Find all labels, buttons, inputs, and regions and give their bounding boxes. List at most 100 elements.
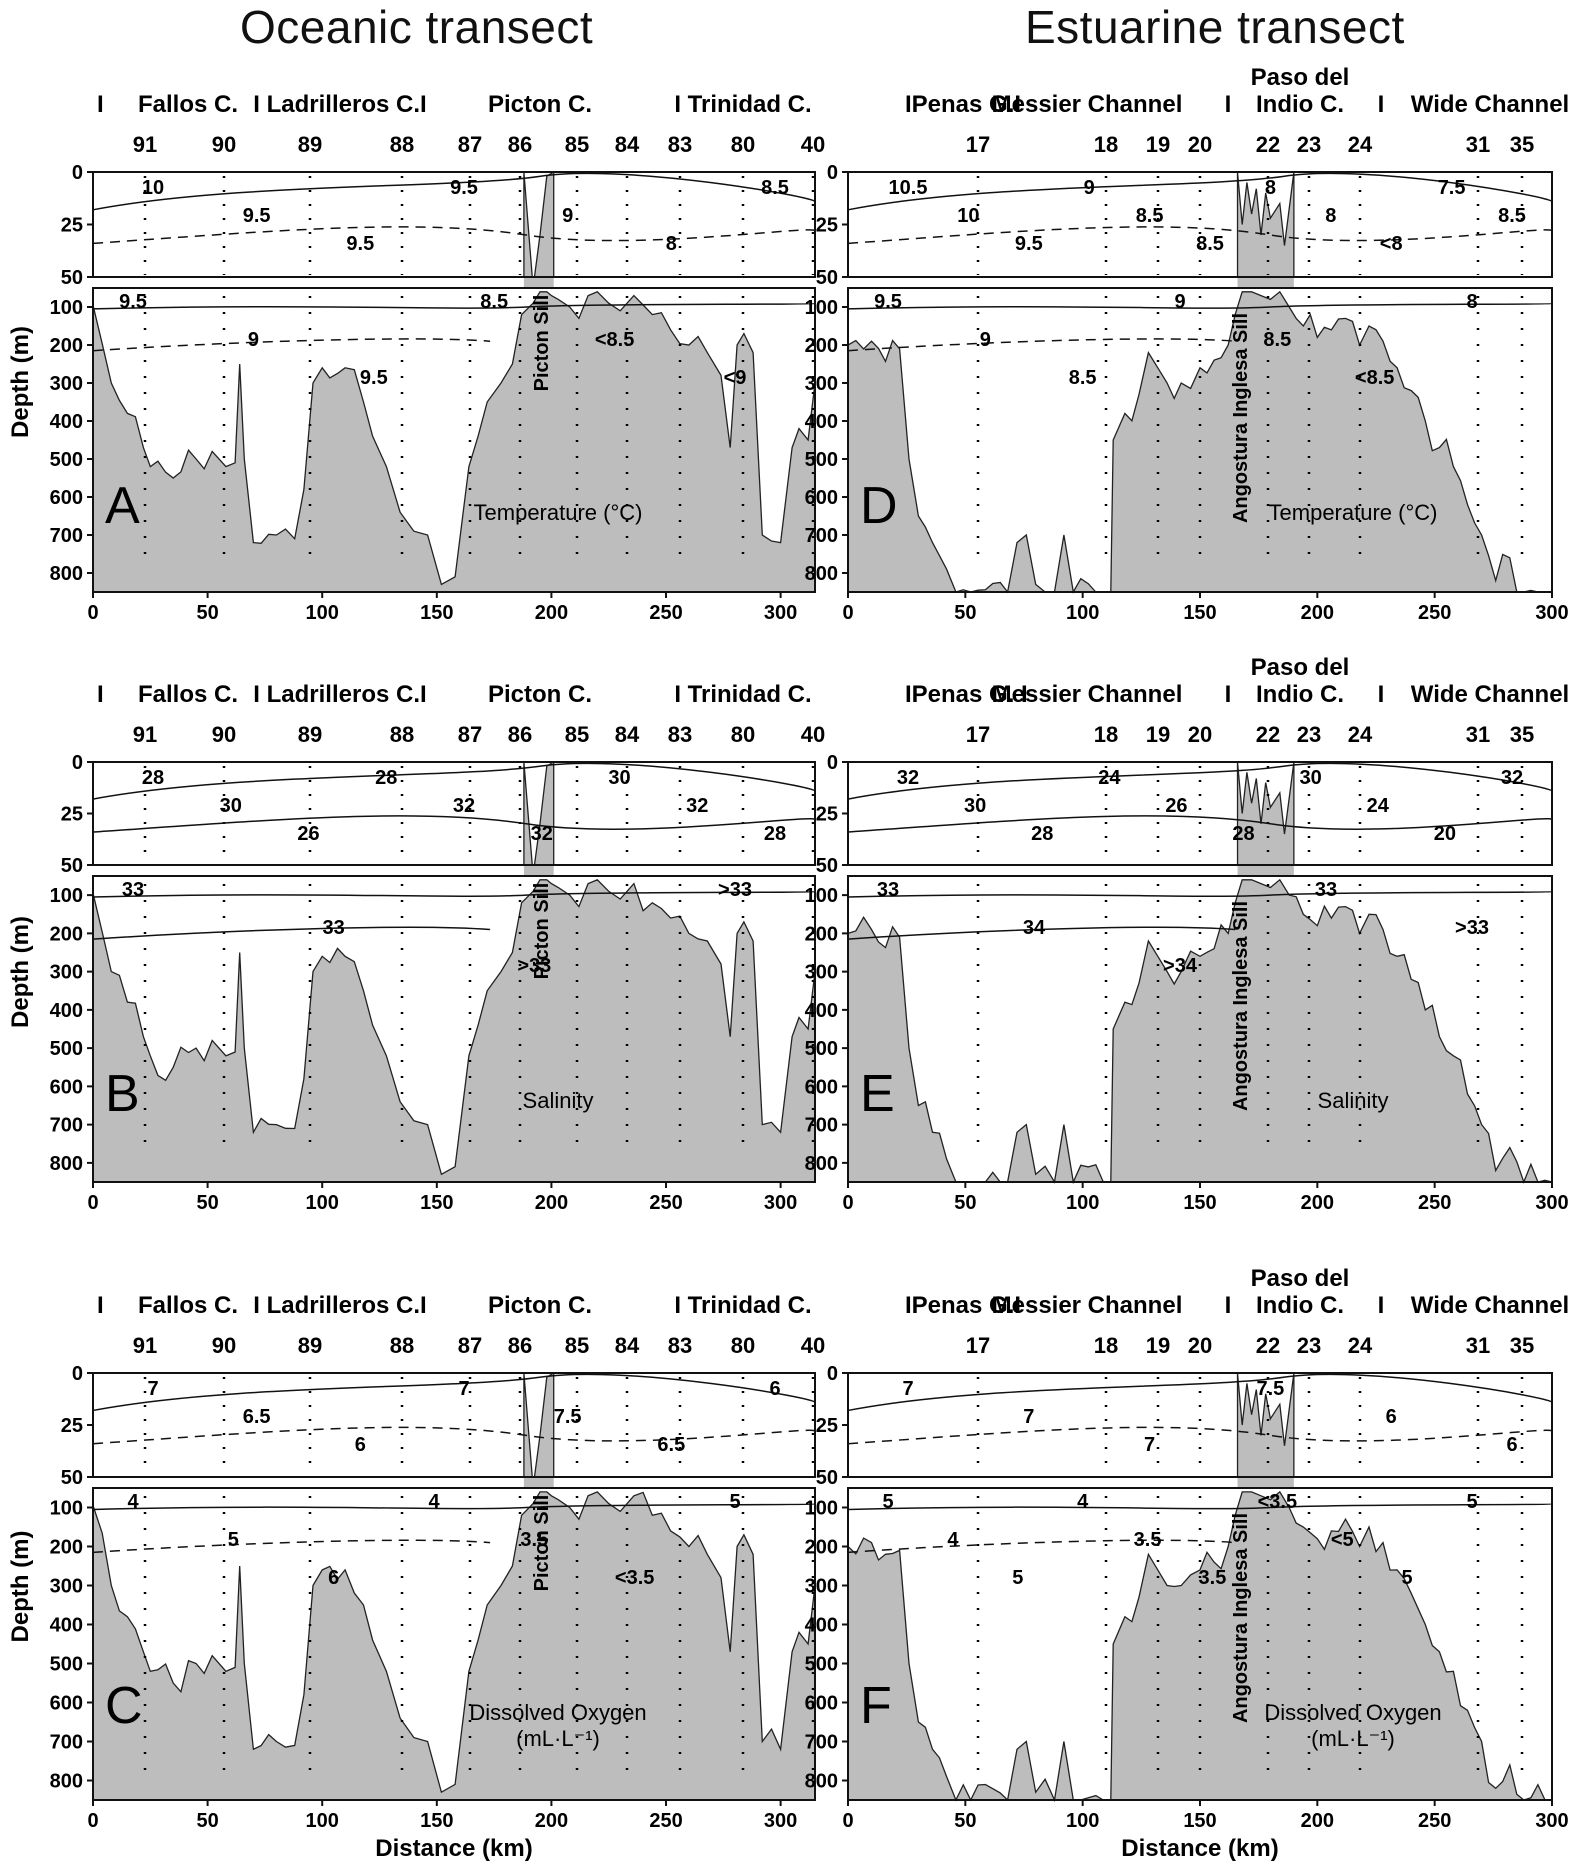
sill-connector: [1237, 865, 1294, 876]
x-tick-label: 250: [1418, 1192, 1451, 1214]
contour-label: 6.5: [657, 1434, 685, 1456]
y-tick-label: 100: [805, 297, 838, 319]
contour-label: 28: [1232, 823, 1254, 845]
x-tick-label: 0: [842, 1810, 853, 1832]
contour-line: [847, 1373, 1553, 1412]
sill-shape: [1236, 171, 1295, 278]
contour-label: 32: [897, 767, 919, 789]
bathymetry: [92, 879, 816, 1183]
y-tick-label: 600: [805, 487, 838, 509]
sill-connector: [523, 277, 554, 288]
contour-line: [92, 1373, 816, 1412]
y-tick-label: 600: [805, 1076, 838, 1098]
station-label: 88: [390, 722, 414, 747]
station-label: 91: [133, 722, 157, 747]
x-tick-label: 150: [420, 602, 453, 624]
y-tick-label: 25: [816, 215, 838, 237]
y-axis-label: Depth (m): [7, 916, 34, 1028]
y-tick-label: 25: [816, 804, 838, 826]
region-label: Paso del: [1251, 654, 1350, 681]
y-tick-label: 25: [816, 1415, 838, 1437]
y-tick-label: 300: [805, 962, 838, 984]
region-label: IPenas G.I: [905, 91, 1021, 118]
y-tick-label: 0: [827, 162, 838, 184]
station-label: 85: [565, 132, 589, 157]
contour-line: [847, 1426, 1553, 1445]
x-tick-label: 100: [1066, 602, 1099, 624]
station-label: 22: [1256, 1333, 1280, 1358]
contour-label: 6: [1386, 1406, 1397, 1428]
region-label: Wide Channel: [1411, 1292, 1569, 1319]
contour-line: [92, 1426, 816, 1445]
bathymetry: [92, 291, 816, 593]
contour-label: 30: [220, 795, 242, 817]
contour-label: <9: [724, 367, 747, 389]
lower-frame: [92, 1487, 816, 1801]
y-tick-label: 500: [805, 1654, 838, 1676]
y-tick-label: 400: [805, 411, 838, 433]
y-tick-label: 400: [50, 1615, 83, 1637]
contour-label: 9: [562, 205, 573, 227]
contour-label: 8.5: [1498, 205, 1526, 227]
x-tick-label: 0: [842, 1192, 853, 1214]
x-tick-label: 200: [1301, 1192, 1334, 1214]
contour-label: 9.5: [1015, 233, 1043, 255]
y-tick-label: 700: [805, 525, 838, 547]
panel-variable: Temperature (°C): [1269, 500, 1438, 525]
station-label: 84: [615, 722, 640, 747]
y-tick-label: 800: [805, 1771, 838, 1793]
contour-label: 9: [1174, 291, 1185, 313]
sill-label: Angostura Inglesa Sill: [1230, 1513, 1252, 1723]
contour-label: 5: [1466, 1491, 1477, 1513]
x-tick-label: 250: [649, 1192, 682, 1214]
y-tick-label: 600: [50, 1076, 83, 1098]
station-label: 40: [801, 132, 825, 157]
contour-label: 6: [769, 1378, 780, 1400]
station-label: 18: [1094, 132, 1118, 157]
contour-line: [92, 226, 816, 245]
y-tick-label: 300: [50, 1576, 83, 1598]
contour-label: 5: [1012, 1567, 1023, 1589]
y-tick-label: 400: [805, 1615, 838, 1637]
contour-label: 7: [1144, 1434, 1155, 1456]
y-tick-label: 0: [72, 752, 83, 774]
station-label: 87: [458, 722, 482, 747]
station-label: 23: [1297, 722, 1321, 747]
contour-label: >33: [718, 879, 752, 901]
contour-label: 3.5: [1199, 1567, 1227, 1589]
x-tick-label: 0: [87, 1810, 98, 1832]
contour-label: 9: [1084, 177, 1095, 199]
contour-label: 8.5: [761, 177, 789, 199]
region-label: I Trinidad C.: [674, 681, 811, 708]
y-tick-label: 800: [50, 1771, 83, 1793]
panel-letter: D: [860, 477, 898, 535]
y-tick-label: 800: [50, 563, 83, 585]
contour-line: [92, 890, 816, 898]
station-label: 85: [565, 1333, 589, 1358]
contour-label: 7: [147, 1378, 158, 1400]
station-label: 40: [801, 722, 825, 747]
y-tick-label: 300: [50, 962, 83, 984]
contour-line: [92, 1502, 816, 1511]
x-tick-label: 200: [1301, 602, 1334, 624]
y-tick-label: 25: [61, 1415, 83, 1437]
y-tick-label: 400: [805, 1000, 838, 1022]
station-label: 86: [508, 132, 532, 157]
panel-variable-unit: (mL·L⁻¹): [516, 1726, 600, 1751]
y-tick-label: 200: [50, 1537, 83, 1559]
y-tick-label: 200: [50, 335, 83, 357]
contour-line: [92, 762, 816, 800]
station-label: 87: [458, 132, 482, 157]
x-tick-label: 200: [535, 1810, 568, 1832]
contour-label: <3.5: [1258, 1491, 1297, 1513]
contour-label: 8: [1325, 205, 1336, 227]
contour-label: 9.5: [360, 367, 388, 389]
y-tick-label: 0: [72, 1363, 83, 1385]
contour-label: >33: [1455, 917, 1489, 939]
contour-label: 33: [323, 917, 345, 939]
contour-label: 24: [1367, 795, 1390, 817]
contour-label: 33: [1315, 879, 1337, 901]
sill-connector: [523, 1477, 554, 1488]
bathymetry: [92, 1491, 816, 1801]
station-label: 19: [1146, 722, 1170, 747]
